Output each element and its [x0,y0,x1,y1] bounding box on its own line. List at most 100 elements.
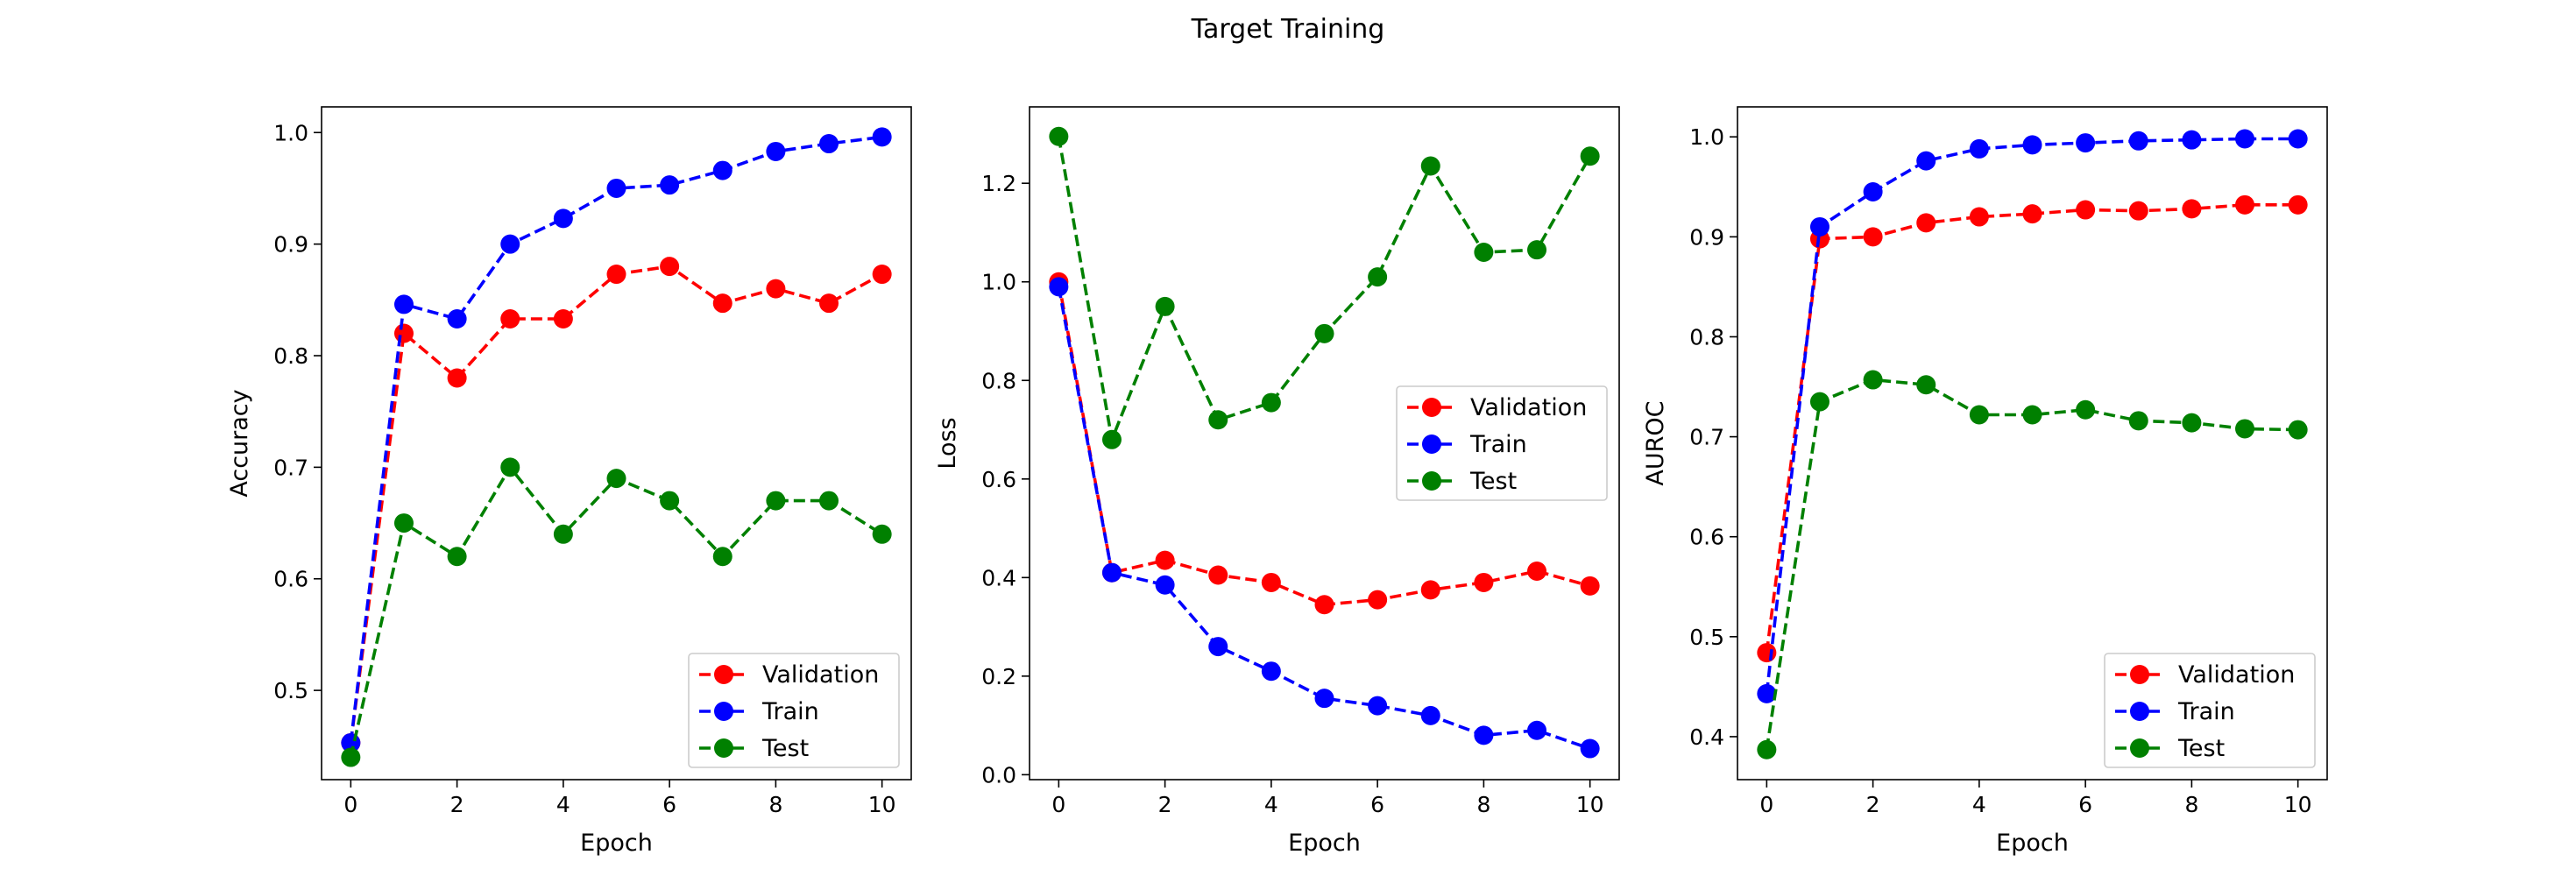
loss-validation-point [1208,565,1228,585]
loss-panel: 0 2 4 6 8 10 0.0 0.2 0.4 0.6 0.8 1.0 1.2 Epoch Loss Val… [934,106,1620,857]
accuracy-x-tick-label: 4 [556,792,570,817]
loss-y-tick-label: 0.4 [981,565,1016,590]
loss-test-point [1527,240,1547,260]
auroc-train-point [2288,129,2308,149]
auroc-train-point [1809,216,1829,237]
loss-test-point [1208,410,1228,430]
accuracy-train-point [712,160,732,180]
auroc-test-point [2235,419,2255,439]
accuracy-test-point [606,469,626,489]
auroc-test-point [1863,370,1883,390]
auroc-y-axis-label: AUROC [1642,400,1669,485]
loss-legend-test-label: Test [1469,468,1517,495]
auroc-legend-validation-marker [2130,665,2149,684]
loss-x-tick-label: 8 [1476,792,1490,817]
loss-train-point [1208,637,1228,657]
loss-legend-validation-marker [1422,398,1441,417]
auroc-legend: Validation Train Test [2104,653,2316,768]
auroc-validation-point [1757,643,1777,663]
accuracy-legend-test-marker [714,738,733,758]
loss-validation-point [1368,590,1388,610]
auroc-test-point [1969,405,1989,425]
loss-train-point [1527,720,1547,740]
auroc-y-tick-label: 0.4 [1689,724,1724,750]
loss-plot-frame [1029,106,1620,781]
loss-validation-point [1314,595,1334,615]
loss-test-point [1314,323,1334,343]
auroc-test-point [2288,420,2308,440]
auroc-validation-point [2128,201,2148,221]
auroc-test-point [1809,392,1829,412]
accuracy-train-point [500,234,520,254]
loss-validation-point [1420,580,1440,600]
auroc-y-tick-label: 0.8 [1689,324,1724,350]
auroc-legend-test-marker [2130,738,2149,758]
auroc-plot-frame [1737,106,2328,781]
auroc-validation-point [2288,194,2308,215]
loss-validation-point [1474,572,1494,592]
accuracy-test-point [712,547,732,567]
auroc-train-point [1863,181,1883,201]
accuracy-train-point [447,308,467,328]
loss-x-tick-label: 4 [1264,792,1278,817]
loss-train-point [1049,277,1069,297]
accuracy-validation-point [819,293,839,314]
accuracy-test-point [553,524,573,544]
accuracy-x-axis-label: Epoch [580,830,653,857]
loss-train-point [1155,575,1175,595]
auroc-test-point [2076,399,2096,420]
accuracy-train-point [660,175,680,195]
accuracy-train-line [349,135,882,744]
accuracy-y-tick-label: 1.0 [273,120,308,145]
auroc-y-tick-label: 0.9 [1689,224,1724,250]
loss-test-point [1261,392,1281,413]
auroc-validation-point [2076,200,2096,220]
loss-train-point [1101,562,1122,583]
accuracy-test-point [819,491,839,511]
accuracy-y-tick-label: 0.8 [273,343,308,369]
accuracy-test-point [872,524,892,544]
loss-train-point [1420,705,1440,725]
loss-validation-point [1580,576,1600,596]
accuracy-test-point [500,457,520,477]
accuracy-y-tick-label: 0.7 [273,455,308,480]
loss-validation-point [1155,550,1175,570]
auroc-legend-box [2104,653,2316,768]
loss-train-point [1474,725,1494,745]
auroc-y-tick-label: 0.6 [1689,525,1724,550]
loss-x-axis-label: Epoch [1288,830,1361,857]
accuracy-validation-point [393,323,414,343]
auroc-legend-validation-label: Validation [2178,661,2295,689]
loss-legend: Validation Train Test [1396,385,1608,501]
auroc-test-point [2022,405,2042,425]
auroc-validation-point [1916,213,1936,233]
auroc-y-tick-label: 0.7 [1689,425,1724,450]
accuracy-train-point [766,141,786,161]
accuracy-legend-train-marker [714,702,733,721]
accuracy-legend: Validation Train Test [688,653,900,768]
loss-y-tick-label: 1.2 [981,171,1016,196]
loss-legend-train-marker [1422,434,1441,454]
auroc-legend-test-label: Test [2177,735,2225,762]
loss-y-tick-label: 0.6 [981,467,1016,492]
auroc-train-point [1969,138,1989,159]
auroc-train-point [2022,135,2042,155]
accuracy-test-point [660,491,680,511]
accuracy-x-tick-label: 6 [662,792,676,817]
auroc-x-tick-label: 2 [1866,792,1880,817]
accuracy-test-point [766,491,786,511]
accuracy-validation-point [660,257,680,277]
loss-x-tick-label: 6 [1370,792,1384,817]
loss-x-tick-label: 10 [1576,792,1604,817]
auroc-validation-point [1969,207,1989,227]
loss-validation-point [1261,572,1281,592]
accuracy-train-point [393,294,414,314]
auroc-x-tick-label: 10 [2284,792,2312,817]
accuracy-y-axis-label: Accuracy [226,389,253,497]
accuracy-y-tick-label: 0.9 [273,232,308,258]
auroc-x-tick-label: 0 [1759,792,1773,817]
accuracy-train-point [553,208,573,229]
auroc-y-tick-label: 1.0 [1689,124,1724,150]
auroc-train-point [2182,130,2202,150]
